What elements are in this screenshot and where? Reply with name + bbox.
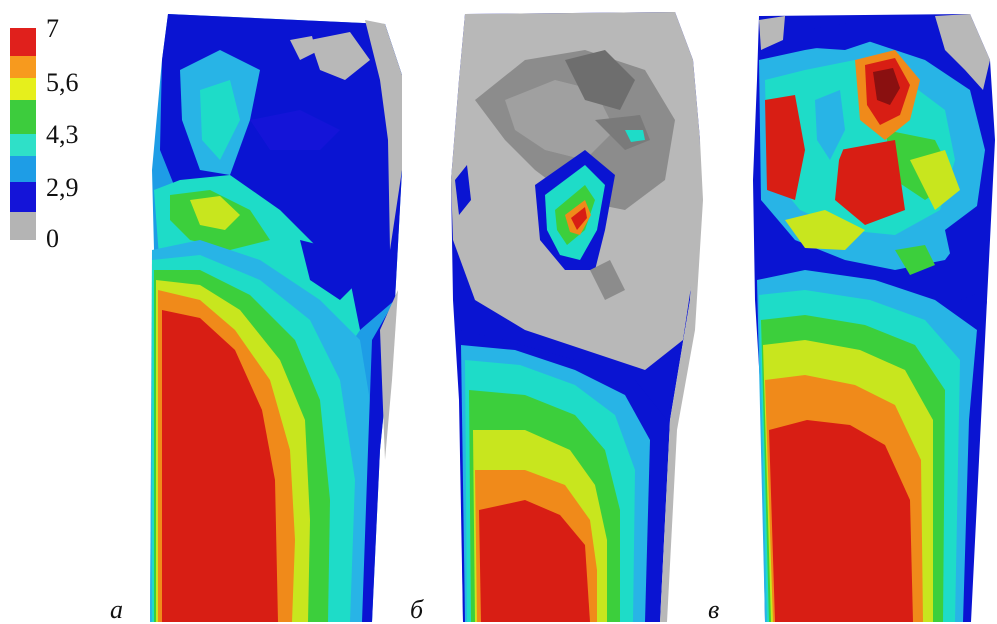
- panel-label-a: а: [110, 595, 123, 624]
- panel-label-b: б: [410, 595, 424, 624]
- color-scale-legend: 7 5,6 4,3 2,9 0: [0, 0, 120, 270]
- legend-swatch-yellow: [10, 78, 36, 100]
- legend-label-2-9: 2,9: [46, 173, 79, 202]
- legend-swatch-gray: [10, 212, 36, 240]
- legend-swatch-cyan: [10, 134, 36, 156]
- stress-field-model-b: [451, 12, 703, 622]
- panel-label-c: в: [708, 595, 720, 624]
- legend-swatch-blue: [10, 182, 36, 212]
- legend-label-0: 0: [46, 224, 59, 253]
- stress-field-model-c: [753, 14, 995, 622]
- legend-swatch-red: [10, 28, 36, 56]
- stress-field-panel-a: [140, 0, 420, 622]
- legend-label-4-3: 4,3: [46, 120, 79, 149]
- legend-swatch-lightblue: [10, 156, 36, 182]
- stress-field-model-a: [150, 14, 402, 622]
- stress-field-panel-b: [445, 0, 710, 622]
- legend-label-5-6: 5,6: [46, 68, 79, 97]
- stress-field-panel-c: [745, 0, 997, 622]
- legend-label-max: 7: [46, 14, 59, 43]
- legend-swatch-orange: [10, 56, 36, 78]
- legend-swatch-green: [10, 100, 36, 134]
